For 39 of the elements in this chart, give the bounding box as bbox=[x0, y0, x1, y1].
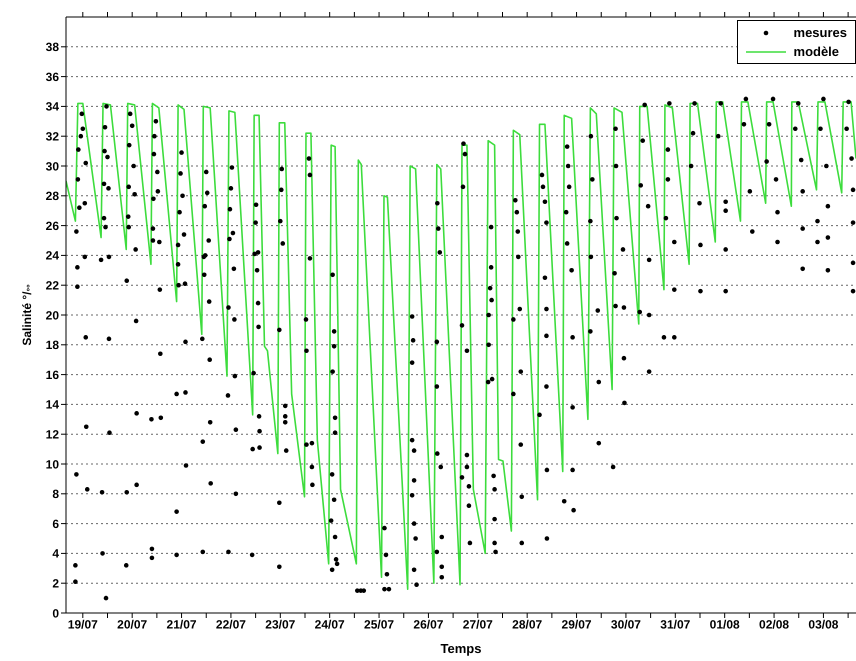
x-tick-label: 23/07 bbox=[265, 618, 296, 632]
y-tick-label: 26 bbox=[46, 218, 60, 233]
x-tick-label: 02/08 bbox=[759, 618, 790, 632]
y-tick-label: 22 bbox=[46, 278, 60, 292]
y-tick-label: 14 bbox=[46, 398, 60, 412]
x-tick-label: 29/07 bbox=[562, 618, 592, 632]
y-tick-label: 32 bbox=[46, 129, 60, 144]
x-tick-label: 30/07 bbox=[610, 618, 642, 632]
legend-label: mesures bbox=[794, 24, 847, 42]
x-tick-label: 26/07 bbox=[413, 618, 444, 632]
y-tick-label: 6 bbox=[52, 516, 60, 531]
x-tick-label: 21/07 bbox=[166, 618, 197, 632]
x-tick-label: 28/07 bbox=[512, 618, 543, 632]
legend-label: modèle bbox=[794, 43, 840, 61]
y-tick-label: 8 bbox=[52, 487, 60, 502]
x-tick-label: 03/08 bbox=[808, 618, 839, 632]
y-tick-label: 0 bbox=[52, 606, 60, 620]
x-tick-label: 24/07 bbox=[314, 618, 346, 632]
y-tick-label: 38 bbox=[46, 40, 60, 54]
x-tick-label: 19/07 bbox=[68, 618, 98, 632]
y-tick-label: 4 bbox=[52, 546, 60, 561]
y-tick-label: 30 bbox=[46, 159, 60, 174]
y-tick-label: 18 bbox=[46, 338, 60, 352]
y-tick-label: 36 bbox=[46, 70, 60, 84]
x-tick-label: 20/07 bbox=[117, 618, 148, 632]
y-tick-label: 10 bbox=[46, 457, 60, 472]
y-tick-label: 24 bbox=[46, 248, 60, 263]
y-tick-label: 16 bbox=[46, 368, 60, 382]
y-tick-label: 2 bbox=[52, 576, 60, 590]
y-tick-label: 28 bbox=[46, 189, 60, 204]
x-tick-label: 22/07 bbox=[216, 618, 246, 632]
x-tick-label: 01/08 bbox=[710, 618, 740, 632]
x-tick-label: 27/07 bbox=[462, 618, 494, 632]
x-tick-label: 31/07 bbox=[660, 618, 691, 632]
y-tick-label: 20 bbox=[46, 308, 60, 322]
x-axis-title: Temps bbox=[440, 641, 482, 656]
y-tick-label: 12 bbox=[46, 427, 60, 442]
y-tick-label: 34 bbox=[46, 100, 60, 114]
x-tick-label: 25/07 bbox=[364, 618, 394, 632]
